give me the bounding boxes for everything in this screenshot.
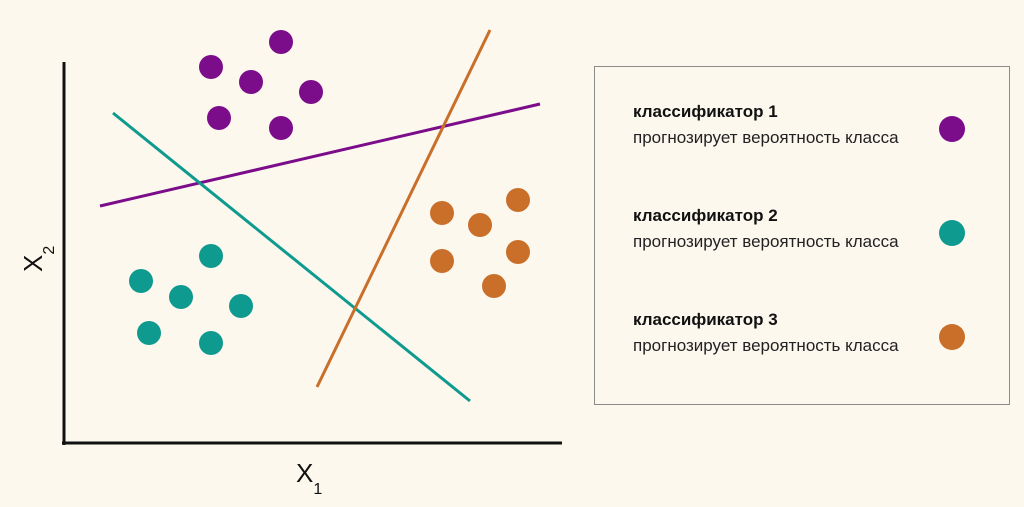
classifier-2-boundary (112, 111, 471, 403)
point (269, 30, 293, 54)
point (199, 331, 223, 355)
orange-dot-icon (939, 324, 965, 350)
legend-item-classifier-2: классификатор 2 прогнозирует вероятность… (633, 203, 993, 283)
point (468, 213, 492, 237)
point (229, 294, 253, 318)
legend: классификатор 1 прогнозирует вероятность… (594, 66, 1010, 405)
point (482, 274, 506, 298)
classifier-3-boundary (315, 29, 492, 388)
point (506, 188, 530, 212)
classifier-1-boundary (99, 102, 541, 208)
legend-title: классификатор 1 (633, 102, 778, 121)
legend-description: прогнозирует вероятность класса (633, 128, 899, 147)
point (207, 106, 231, 130)
legend-title: классификатор 2 (633, 206, 778, 225)
point (506, 240, 530, 264)
y-axis-label: X2 (18, 246, 58, 272)
point (430, 249, 454, 273)
purple-dot-icon (939, 116, 965, 142)
x-axis-label: X1 (296, 458, 322, 498)
point (169, 285, 193, 309)
legend-description: прогнозирует вероятность класса (633, 232, 899, 251)
teal-dot-icon (939, 220, 965, 246)
point (239, 70, 263, 94)
point (430, 201, 454, 225)
point (299, 80, 323, 104)
legend-item-classifier-3: классификатор 3 прогнозирует вероятность… (633, 307, 993, 387)
point (199, 244, 223, 268)
class-1-points (199, 30, 323, 140)
class-2-points (129, 244, 253, 355)
point (269, 116, 293, 140)
legend-description: прогнозирует вероятность класса (633, 336, 899, 355)
class-3-points (430, 188, 530, 298)
point (129, 269, 153, 293)
legend-title: классификатор 3 (633, 310, 778, 329)
point (199, 55, 223, 79)
point (137, 321, 161, 345)
legend-item-classifier-1: классификатор 1 прогнозирует вероятность… (633, 99, 993, 179)
